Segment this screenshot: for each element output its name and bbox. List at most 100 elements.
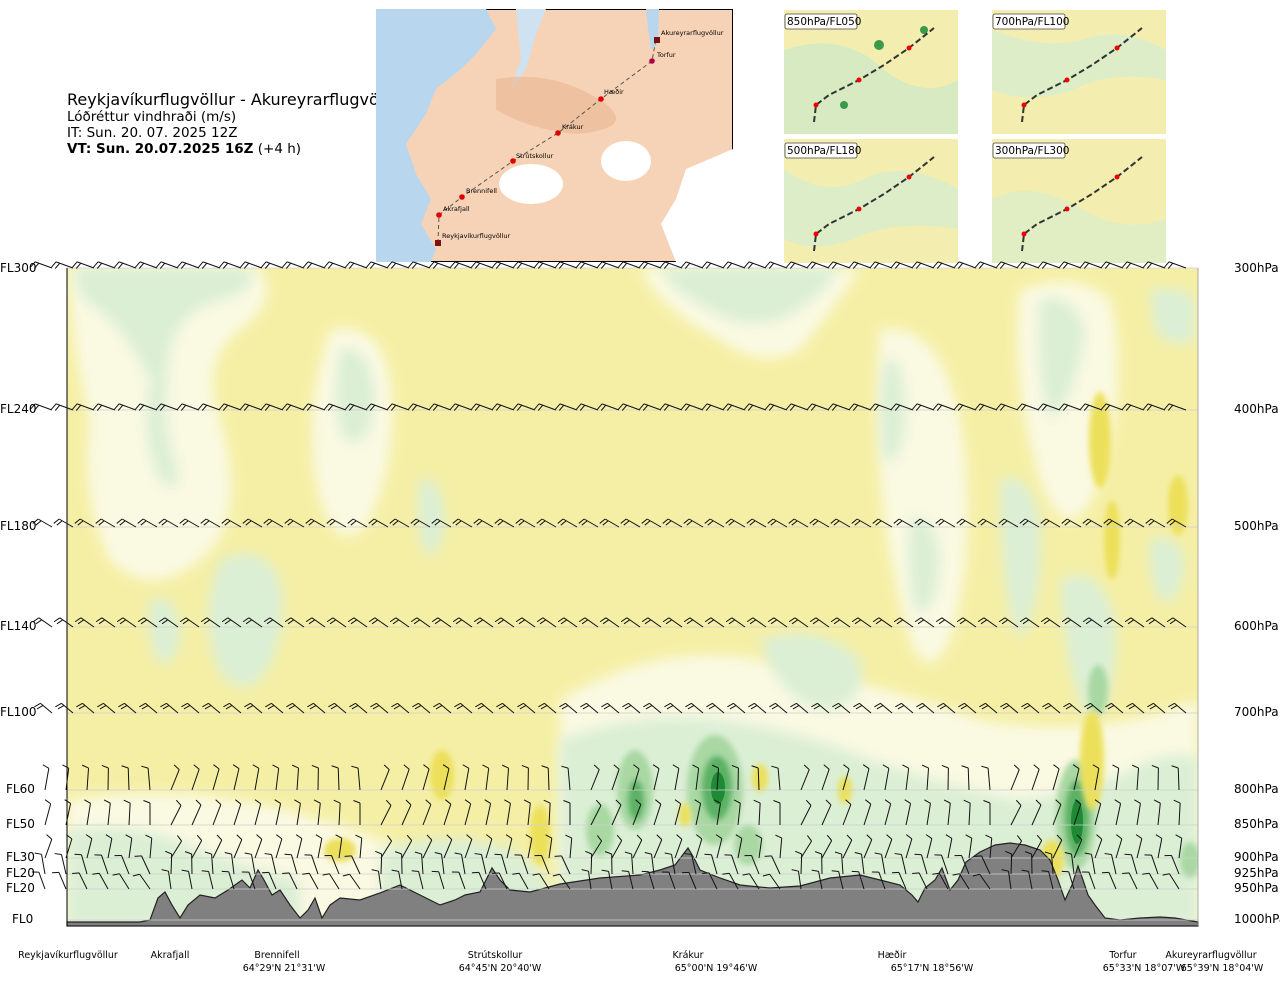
wind-barb (492, 403, 515, 411)
wind-barb (97, 702, 116, 714)
wind-barb (622, 702, 641, 714)
wind-barb (849, 261, 872, 269)
wind-barb (42, 764, 50, 791)
hpa-label: 850hPa (1234, 817, 1279, 831)
fl-label: FL0 (12, 912, 34, 926)
wind-barb (893, 518, 914, 528)
wind-barb (191, 834, 203, 859)
waypoint-coord: 65°39'N 18°04'W (1180, 963, 1264, 974)
wind-barb (977, 518, 998, 528)
waypoint-name: Strútskollur (467, 950, 523, 961)
wind-barb (863, 799, 872, 826)
wind-barb (353, 800, 361, 825)
wind-barb (375, 850, 383, 875)
wind-barb (116, 617, 137, 628)
wind-barb (165, 850, 173, 875)
hpa-label: 500hPa (1234, 519, 1279, 533)
wind-barb (303, 403, 326, 411)
wind-barb (158, 617, 179, 628)
wind-barb (1021, 702, 1040, 714)
wind-barb (643, 702, 662, 714)
wind-barb (932, 872, 949, 890)
wind-barb (914, 518, 935, 528)
valid-time-bold: VT: Sun. 20.07.2025 16Z (67, 141, 254, 157)
wind-barb (158, 518, 179, 528)
wind-barb (590, 764, 600, 791)
wind-barb (933, 261, 956, 269)
map-label-reykjavik: Reykjavíkurflugvöllur (442, 232, 511, 240)
wind-barb (389, 617, 410, 628)
wind-barb (315, 834, 323, 859)
wind-barb (1040, 617, 1061, 628)
map-markers (435, 37, 660, 246)
wind-barb (894, 853, 907, 875)
wind-barb (326, 617, 347, 628)
wind-barb (512, 872, 529, 890)
wind-barb (254, 834, 263, 859)
wind-barb (347, 617, 368, 628)
map-label-torfur: Torfur (656, 51, 676, 59)
fl-label: FL180 (0, 519, 37, 533)
wind-barb (72, 872, 88, 890)
wind-barb (641, 518, 662, 528)
wind-barb (1061, 870, 1075, 890)
waypoint-coord: 65°33'N 18°07'W (1102, 963, 1186, 974)
wind-barb (53, 617, 74, 628)
wind-barb (389, 518, 410, 528)
wind-barb (534, 403, 557, 411)
wind-barb (345, 261, 368, 269)
wind-barb (1101, 403, 1124, 411)
wind-barb (452, 617, 473, 628)
wind-barb (1142, 872, 1159, 890)
wind-barb (95, 617, 116, 628)
wind-barb (958, 702, 977, 714)
wind-barb (241, 871, 256, 890)
fl-label: FL100 (0, 705, 37, 719)
wind-barb (921, 764, 930, 791)
wind-barb (821, 764, 830, 791)
wind-barb (870, 261, 893, 269)
wind-barb (1010, 835, 1023, 859)
wind-barb (286, 702, 305, 714)
wind-barb (501, 764, 510, 791)
wind-barb (261, 261, 284, 269)
wind-barb (212, 764, 220, 791)
wind-barb (601, 702, 620, 714)
wind-barb (1081, 871, 1096, 890)
wind-barb (302, 872, 319, 890)
wind-barb (674, 834, 683, 859)
wind-barb (1131, 764, 1140, 791)
wind-barb (935, 518, 956, 528)
wind-barbs (30, 261, 1187, 890)
wind-barb (521, 764, 529, 791)
wind-barb (132, 873, 151, 890)
wind-barb (791, 869, 802, 890)
wind-barb (515, 617, 536, 628)
fl-label: FL300 (0, 261, 37, 275)
wind-barb (473, 518, 494, 528)
wind-barb (735, 834, 743, 859)
wind-barb (1001, 869, 1012, 890)
wind-barb (660, 403, 683, 411)
wind-barb (156, 261, 179, 269)
wind-barb (715, 834, 723, 859)
wind-barb (724, 854, 739, 875)
waypoint-name: Krákur (672, 950, 704, 961)
wind-barb (121, 765, 130, 791)
wind-barb (1126, 702, 1145, 714)
wind-barb (125, 834, 133, 859)
wind-barb (620, 617, 641, 628)
wind-barb (355, 834, 363, 859)
wind-barb (552, 873, 571, 890)
wind-barb (1164, 403, 1187, 411)
wind-barb (704, 518, 725, 528)
wind-barb (870, 403, 893, 411)
wind-barb (263, 518, 284, 528)
wind-barb (219, 261, 242, 269)
wind-barb (1115, 834, 1123, 859)
wind-barb (366, 403, 389, 411)
wind-barb (996, 261, 1019, 269)
wind-barb (543, 799, 551, 826)
wind-barb (137, 518, 158, 528)
wind-barb (581, 869, 592, 890)
